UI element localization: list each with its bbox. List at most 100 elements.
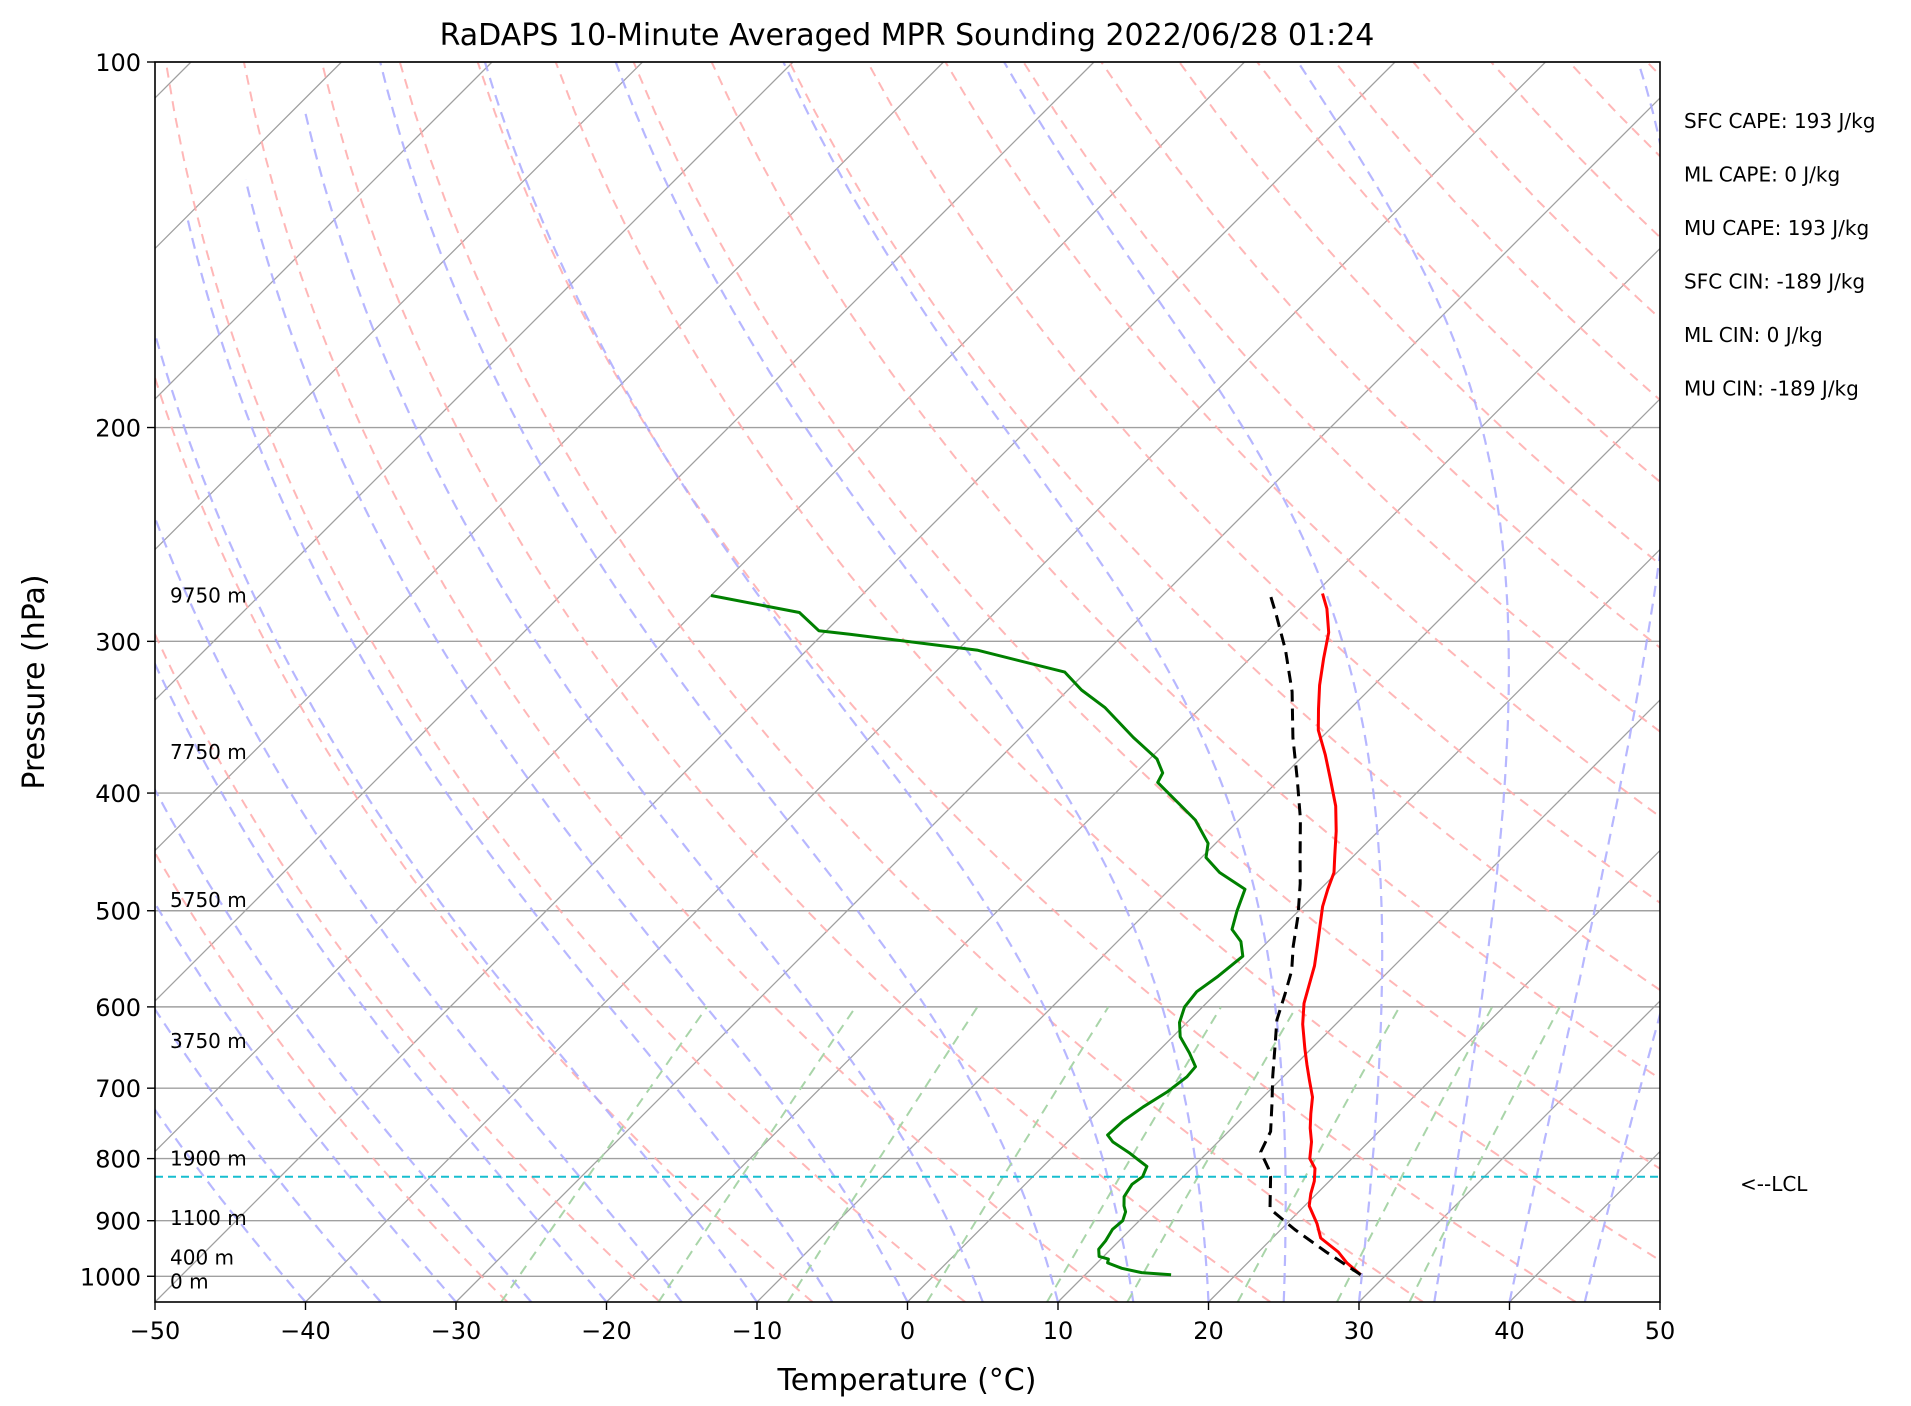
moist-adiabat xyxy=(379,62,1060,1302)
x-tick-label: −30 xyxy=(431,1317,482,1345)
y-tick-label: 1000 xyxy=(80,1263,141,1291)
moist-adiabat xyxy=(155,329,758,1302)
moist-adiabat xyxy=(155,1108,307,1302)
height-label: 1900 m xyxy=(170,1147,247,1171)
height-label: 1100 m xyxy=(170,1206,247,1230)
mixing-ratio-line xyxy=(786,1006,979,1302)
x-tick-label: 0 xyxy=(900,1317,915,1345)
height-label: 9750 m xyxy=(170,583,247,607)
stability-index-label: MU CAPE: 193 J/kg xyxy=(1684,216,1869,240)
dry-adiabat xyxy=(944,62,1660,818)
dry-adiabat xyxy=(242,62,1119,1302)
mixing-ratio-line xyxy=(926,1006,1110,1302)
moist-adiabat xyxy=(483,62,1135,1302)
mixing-ratio-line xyxy=(1336,1006,1494,1302)
height-label: 0 m xyxy=(170,1270,209,1294)
dry-adiabat xyxy=(164,62,966,1302)
temperature-profile-line xyxy=(1301,593,1362,1276)
height-label: 7750 m xyxy=(170,740,247,764)
mixing-ratio-lines xyxy=(500,1006,1561,1302)
moist-adiabat xyxy=(304,112,984,1302)
x-axis-label: Temperature (°C) xyxy=(777,1363,1037,1398)
height-label: 400 m xyxy=(170,1245,234,1269)
x-tick-label: 20 xyxy=(1193,1317,1224,1345)
dry-adiabat xyxy=(476,62,1577,1302)
x-axis-ticks: −50 −40 −30 −20 −10 0 10 20 30 40 50 xyxy=(130,1302,1676,1345)
parcel-profile-line xyxy=(1259,593,1362,1276)
dry-adiabat-lines xyxy=(155,62,1660,1302)
isotherm-line xyxy=(155,62,794,701)
dry-adiabat xyxy=(1100,62,1660,649)
y-tick-label: 900 xyxy=(95,1208,141,1236)
stability-index-label: ML CAPE: 0 J/kg xyxy=(1684,163,1840,187)
x-tick-label: −50 xyxy=(130,1317,181,1345)
dry-adiabat xyxy=(632,62,1660,1170)
isotherm-line xyxy=(1057,699,1660,1302)
y-axis-label: Pressure (hPa) xyxy=(17,574,52,789)
height-label: 5750 m xyxy=(170,888,247,912)
dry-adiabat xyxy=(554,62,1660,1262)
mixing-ratio-line xyxy=(1408,1006,1561,1302)
isotherm-line xyxy=(155,62,1095,1002)
isotherm-line xyxy=(907,548,1660,1302)
x-tick-label: 10 xyxy=(1043,1317,1074,1345)
moist-adiabat xyxy=(155,661,608,1302)
dewpoint-profile-line xyxy=(710,594,1247,1277)
isobar-gridlines xyxy=(155,61,1660,1277)
lcl-label: <--LCL xyxy=(1740,1172,1808,1196)
y-tick-label: 500 xyxy=(95,898,141,926)
isotherm-line xyxy=(305,62,1546,1302)
isotherm-line xyxy=(606,247,1660,1302)
dry-adiabat xyxy=(155,850,509,1302)
y-tick-label: 400 xyxy=(95,780,141,808)
y-tick-label: 100 xyxy=(95,49,141,77)
moist-adiabat xyxy=(244,179,909,1302)
x-tick-label: −20 xyxy=(581,1317,632,1345)
stability-index-label: SFC CAPE: 193 J/kg xyxy=(1684,109,1875,133)
x-tick-label: −40 xyxy=(280,1317,331,1345)
moist-adiabat-lines xyxy=(155,62,1660,1302)
stability-indices: SFC CAPE: 193 J/kg ML CAPE: 0 J/kg MU CAPE… xyxy=(1684,109,1875,401)
moist-adiabat xyxy=(1508,62,1660,1302)
dry-adiabat xyxy=(788,62,1660,992)
dry-adiabat xyxy=(710,62,1660,1080)
height-labels: 9750 m 7750 m 5750 m 3750 m 1900 m 1100 m 400 … xyxy=(170,583,247,1293)
moist-adiabat xyxy=(155,1007,382,1302)
dry-adiabat xyxy=(155,374,814,1302)
x-tick-label: 30 xyxy=(1344,1317,1375,1345)
isotherm-line xyxy=(1358,1000,1660,1302)
isotherm-line xyxy=(155,62,1396,1302)
chart-title: RaDAPS 10-Minute Averaged MPR Sounding 2… xyxy=(440,18,1375,53)
moist-adiabat xyxy=(155,901,457,1302)
isotherm-line xyxy=(155,62,643,551)
height-label: 3750 m xyxy=(170,1029,247,1053)
y-axis-ticks: 100 200 300 400 500 600 700 800 900 1000 xyxy=(80,49,155,1291)
stability-index-label: SFC CIN: -189 J/kg xyxy=(1684,270,1865,294)
stability-index-label: ML CIN: 0 J/kg xyxy=(1684,323,1823,347)
isotherm-line xyxy=(155,62,493,400)
moist-adiabat xyxy=(782,62,1287,1302)
x-tick-label: 50 xyxy=(1645,1317,1676,1345)
background-lines xyxy=(155,62,1660,1302)
isotherm-line xyxy=(155,62,1245,1153)
mixing-ratio-line xyxy=(657,1006,857,1302)
stability-index-label: MU CIN: -189 J/kg xyxy=(1684,377,1859,401)
moist-adiabat xyxy=(1297,62,1511,1302)
dry-adiabat xyxy=(155,631,661,1302)
sounding-profiles xyxy=(155,593,1660,1277)
moist-adiabat xyxy=(186,220,834,1302)
moist-adiabat xyxy=(614,62,1210,1302)
x-tick-label: −10 xyxy=(732,1317,783,1345)
y-tick-label: 200 xyxy=(95,415,141,443)
y-tick-label: 700 xyxy=(95,1075,141,1103)
y-tick-label: 800 xyxy=(95,1146,141,1174)
isotherm-line xyxy=(1208,849,1660,1302)
mixing-ratio-line xyxy=(1236,1006,1401,1302)
mixing-ratio-line xyxy=(500,1006,708,1302)
y-tick-label: 300 xyxy=(95,628,141,656)
isotherm-line xyxy=(155,62,944,852)
y-tick-label: 600 xyxy=(95,994,141,1022)
x-tick-label: 40 xyxy=(1494,1317,1525,1345)
